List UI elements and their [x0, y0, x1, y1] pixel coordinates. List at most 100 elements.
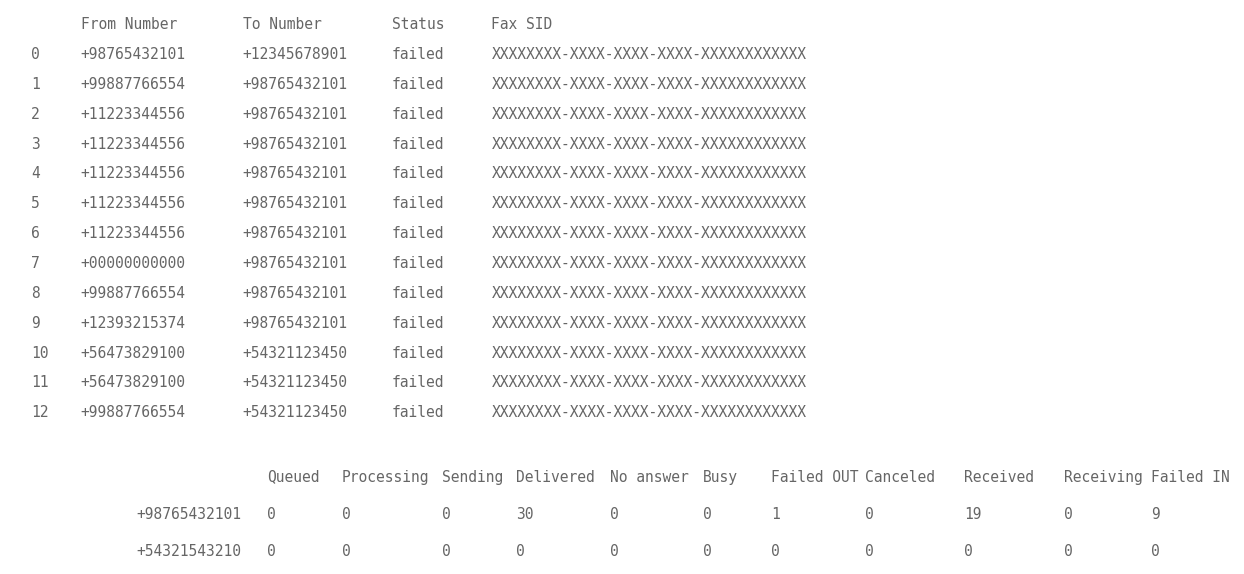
Text: failed: failed: [392, 346, 444, 360]
Text: +98765432101: +98765432101: [243, 196, 347, 211]
Text: +56473829100: +56473829100: [81, 346, 185, 360]
Text: +54321543210: +54321543210: [137, 544, 241, 559]
Text: Failed IN: Failed IN: [1151, 470, 1229, 484]
Text: 11: 11: [31, 375, 49, 390]
Text: Failed OUT: Failed OUT: [771, 470, 858, 484]
Text: 0: 0: [516, 544, 525, 559]
Text: 0: 0: [342, 507, 351, 522]
Text: Delivered: Delivered: [516, 470, 595, 484]
Text: +98765432101: +98765432101: [243, 166, 347, 181]
Text: +11223344556: +11223344556: [81, 107, 185, 122]
Text: +99887766554: +99887766554: [81, 286, 185, 301]
Text: 0: 0: [1064, 507, 1072, 522]
Text: 0: 0: [703, 544, 712, 559]
Text: 1: 1: [771, 507, 780, 522]
Text: XXXXXXXX-XXXX-XXXX-XXXX-XXXXXXXXXXXX: XXXXXXXX-XXXX-XXXX-XXXX-XXXXXXXXXXXX: [491, 77, 806, 92]
Text: +98765432101: +98765432101: [243, 316, 347, 331]
Text: 9: 9: [1151, 507, 1159, 522]
Text: XXXXXXXX-XXXX-XXXX-XXXX-XXXXXXXXXXXX: XXXXXXXX-XXXX-XXXX-XXXX-XXXXXXXXXXXX: [491, 166, 806, 181]
Text: Status: Status: [392, 17, 444, 32]
Text: 0: 0: [1151, 544, 1159, 559]
Text: 3: 3: [31, 137, 40, 152]
Text: 0: 0: [1064, 544, 1072, 559]
Text: Received: Received: [964, 470, 1034, 484]
Text: XXXXXXXX-XXXX-XXXX-XXXX-XXXXXXXXXXXX: XXXXXXXX-XXXX-XXXX-XXXX-XXXXXXXXXXXX: [491, 226, 806, 241]
Text: No answer: No answer: [610, 470, 688, 484]
Text: 8: 8: [31, 286, 40, 301]
Text: XXXXXXXX-XXXX-XXXX-XXXX-XXXXXXXXXXXX: XXXXXXXX-XXXX-XXXX-XXXX-XXXXXXXXXXXX: [491, 316, 806, 331]
Text: 0: 0: [442, 507, 450, 522]
Text: +98765432101: +98765432101: [243, 137, 347, 152]
Text: 0: 0: [267, 544, 276, 559]
Text: 9: 9: [31, 316, 40, 331]
Text: 4: 4: [31, 166, 40, 181]
Text: 0: 0: [31, 47, 40, 62]
Text: failed: failed: [392, 166, 444, 181]
Text: 0: 0: [703, 507, 712, 522]
Text: 7: 7: [31, 256, 40, 271]
Text: Busy: Busy: [703, 470, 738, 484]
Text: failed: failed: [392, 226, 444, 241]
Text: failed: failed: [392, 375, 444, 390]
Text: +11223344556: +11223344556: [81, 226, 185, 241]
Text: 10: 10: [31, 346, 49, 360]
Text: failed: failed: [392, 77, 444, 92]
Text: +54321123450: +54321123450: [243, 375, 347, 390]
Text: XXXXXXXX-XXXX-XXXX-XXXX-XXXXXXXXXXXX: XXXXXXXX-XXXX-XXXX-XXXX-XXXXXXXXXXXX: [491, 286, 806, 301]
Text: Fax SID: Fax SID: [491, 17, 552, 32]
Text: 19: 19: [964, 507, 982, 522]
Text: failed: failed: [392, 405, 444, 420]
Text: +56473829100: +56473829100: [81, 375, 185, 390]
Text: +11223344556: +11223344556: [81, 196, 185, 211]
Text: Sending: Sending: [442, 470, 503, 484]
Text: XXXXXXXX-XXXX-XXXX-XXXX-XXXXXXXXXXXX: XXXXXXXX-XXXX-XXXX-XXXX-XXXXXXXXXXXX: [491, 256, 806, 271]
Text: +98765432101: +98765432101: [81, 47, 185, 62]
Text: Receiving: Receiving: [1064, 470, 1142, 484]
Text: +12345678901: +12345678901: [243, 47, 347, 62]
Text: +98765432101: +98765432101: [243, 107, 347, 122]
Text: +98765432101: +98765432101: [137, 507, 241, 522]
Text: +98765432101: +98765432101: [243, 226, 347, 241]
Text: +11223344556: +11223344556: [81, 137, 185, 152]
Text: XXXXXXXX-XXXX-XXXX-XXXX-XXXXXXXXXXXX: XXXXXXXX-XXXX-XXXX-XXXX-XXXXXXXXXXXX: [491, 346, 806, 360]
Text: To Number: To Number: [243, 17, 321, 32]
Text: 6: 6: [31, 226, 40, 241]
Text: 0: 0: [610, 544, 618, 559]
Text: XXXXXXXX-XXXX-XXXX-XXXX-XXXXXXXXXXXX: XXXXXXXX-XXXX-XXXX-XXXX-XXXXXXXXXXXX: [491, 137, 806, 152]
Text: +54321123450: +54321123450: [243, 405, 347, 420]
Text: +00000000000: +00000000000: [81, 256, 185, 271]
Text: +54321123450: +54321123450: [243, 346, 347, 360]
Text: From Number: From Number: [81, 17, 177, 32]
Text: failed: failed: [392, 256, 444, 271]
Text: failed: failed: [392, 286, 444, 301]
Text: failed: failed: [392, 196, 444, 211]
Text: 0: 0: [610, 507, 618, 522]
Text: +98765432101: +98765432101: [243, 286, 347, 301]
Text: 0: 0: [964, 544, 973, 559]
Text: 2: 2: [31, 107, 40, 122]
Text: 0: 0: [342, 544, 351, 559]
Text: XXXXXXXX-XXXX-XXXX-XXXX-XXXXXXXXXXXX: XXXXXXXX-XXXX-XXXX-XXXX-XXXXXXXXXXXX: [491, 375, 806, 390]
Text: XXXXXXXX-XXXX-XXXX-XXXX-XXXXXXXXXXXX: XXXXXXXX-XXXX-XXXX-XXXX-XXXXXXXXXXXX: [491, 196, 806, 211]
Text: 0: 0: [771, 544, 780, 559]
Text: +98765432101: +98765432101: [243, 256, 347, 271]
Text: failed: failed: [392, 316, 444, 331]
Text: XXXXXXXX-XXXX-XXXX-XXXX-XXXXXXXXXXXX: XXXXXXXX-XXXX-XXXX-XXXX-XXXXXXXXXXXX: [491, 107, 806, 122]
Text: XXXXXXXX-XXXX-XXXX-XXXX-XXXXXXXXXXXX: XXXXXXXX-XXXX-XXXX-XXXX-XXXXXXXXXXXX: [491, 405, 806, 420]
Text: +11223344556: +11223344556: [81, 166, 185, 181]
Text: +12393215374: +12393215374: [81, 316, 185, 331]
Text: 0: 0: [865, 507, 873, 522]
Text: 0: 0: [865, 544, 873, 559]
Text: Processing: Processing: [342, 470, 429, 484]
Text: 12: 12: [31, 405, 49, 420]
Text: 30: 30: [516, 507, 534, 522]
Text: Queued: Queued: [267, 470, 320, 484]
Text: XXXXXXXX-XXXX-XXXX-XXXX-XXXXXXXXXXXX: XXXXXXXX-XXXX-XXXX-XXXX-XXXXXXXXXXXX: [491, 47, 806, 62]
Text: 5: 5: [31, 196, 40, 211]
Text: failed: failed: [392, 107, 444, 122]
Text: failed: failed: [392, 137, 444, 152]
Text: 0: 0: [442, 544, 450, 559]
Text: Canceled: Canceled: [865, 470, 934, 484]
Text: +99887766554: +99887766554: [81, 405, 185, 420]
Text: failed: failed: [392, 47, 444, 62]
